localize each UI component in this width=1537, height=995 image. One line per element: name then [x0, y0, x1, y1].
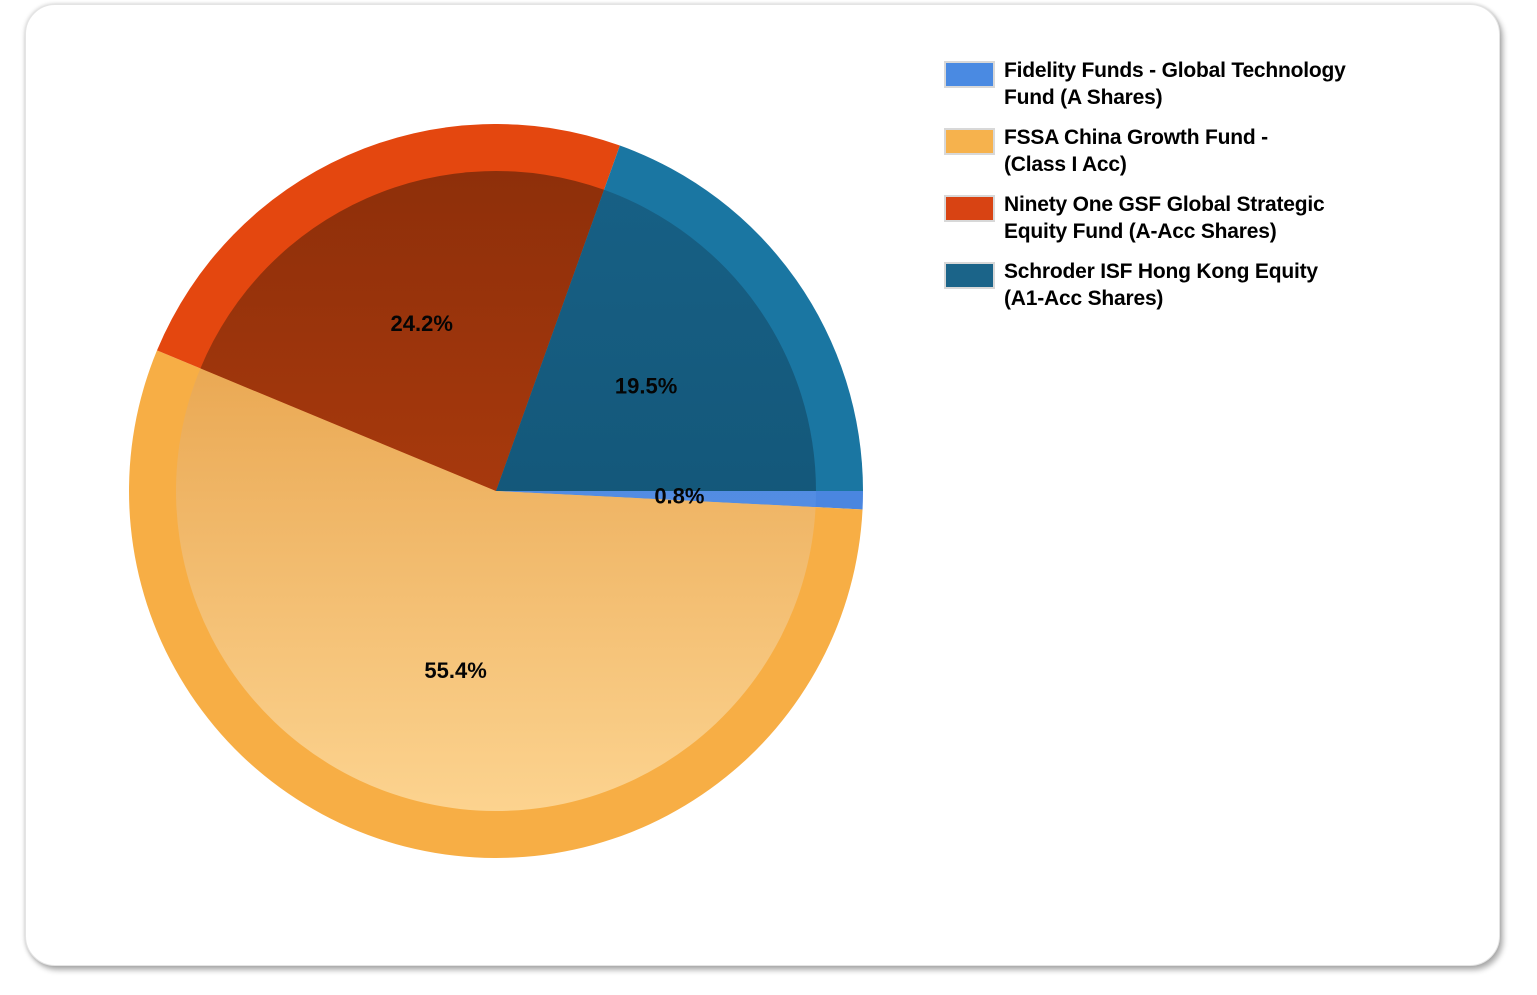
chart-card: 0.8% 55.4% 24.2% 19.5% Fidelity Funds - Glo…	[25, 4, 1500, 966]
legend-label-3: Schroder ISF Hong Kong Equity (A1-Acc Sha…	[1004, 260, 1318, 310]
pie-slice-2[interactable]	[200, 171, 605, 491]
pie-slice-1[interactable]	[176, 368, 816, 812]
legend-swatch-0	[944, 61, 995, 88]
pie-slice-0[interactable]	[496, 491, 817, 508]
pie-chart-svg: 0.8% 55.4% 24.2% 19.5%	[129, 124, 863, 858]
legend-label-0: Fidelity Funds - Global Technology Fund (…	[1004, 59, 1346, 109]
legend-swatch-1	[944, 128, 995, 155]
pie-data-label-0: 0.8%	[654, 484, 704, 509]
legend-label-2: Ninety One GSF Global Strategic Equity Fu…	[1004, 193, 1325, 243]
pie-data-label-1: 55.4%	[424, 658, 486, 683]
pie-slice-3[interactable]	[496, 189, 816, 491]
pie-chart: 0.8% 55.4% 24.2% 19.5%	[129, 124, 863, 858]
legend-item-2[interactable]: Ninety One GSF Global Strategic Equity Fu…	[944, 191, 1414, 245]
legend-item-1[interactable]: FSSA China Growth Fund - (Class I Acc)	[944, 124, 1414, 178]
chart-legend: Fidelity Funds - Global Technology Fund (…	[944, 57, 1414, 325]
pie-data-label-3: 19.5%	[615, 373, 677, 398]
pie-data-label-2: 24.2%	[391, 311, 453, 336]
legend-swatch-2	[944, 195, 995, 222]
legend-label-1: FSSA China Growth Fund - (Class I Acc)	[1004, 126, 1268, 176]
legend-swatch-3	[944, 262, 995, 289]
legend-item-3[interactable]: Schroder ISF Hong Kong Equity (A1-Acc Sha…	[944, 258, 1414, 312]
legend-item-0[interactable]: Fidelity Funds - Global Technology Fund (…	[944, 57, 1414, 111]
